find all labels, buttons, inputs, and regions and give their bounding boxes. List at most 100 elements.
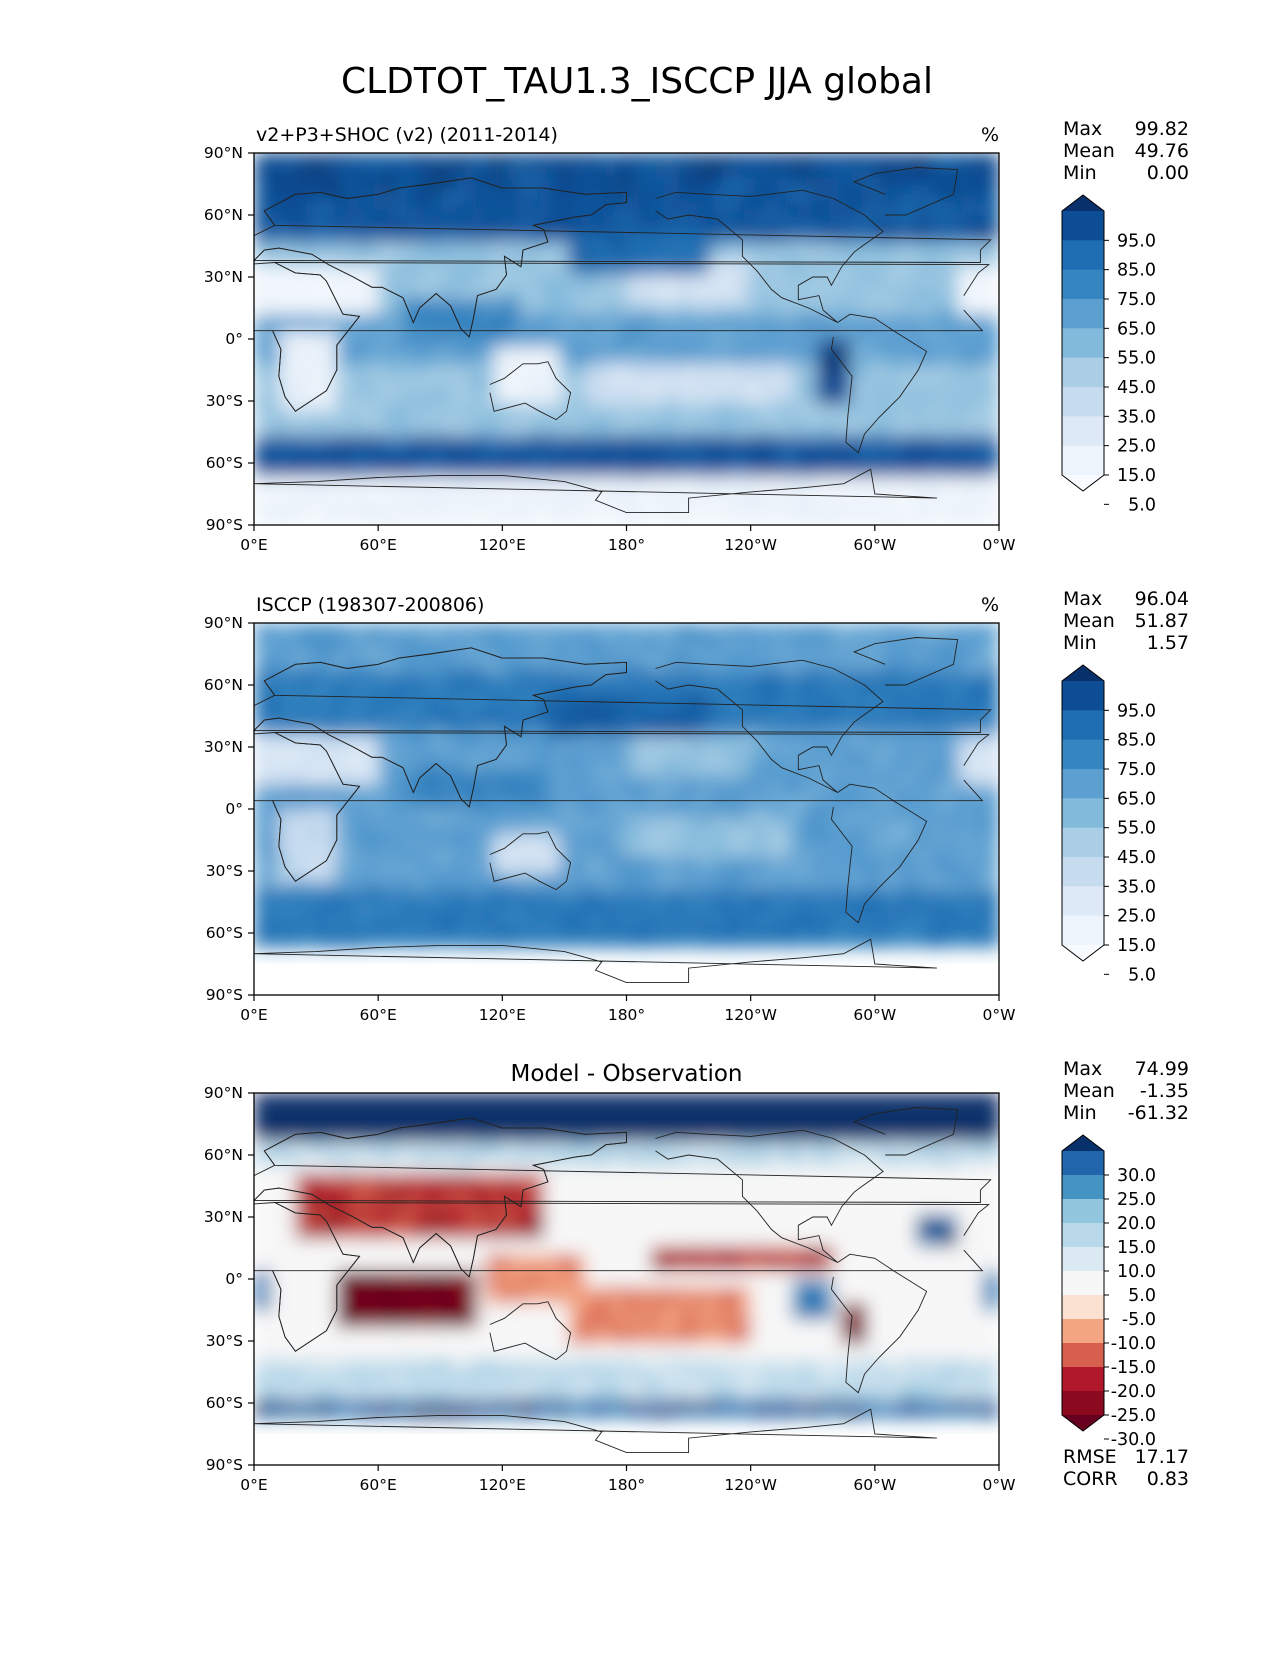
heat-cell [734, 501, 743, 510]
heat-cell [535, 631, 544, 640]
heat-cell [701, 412, 710, 421]
heat-cell [925, 250, 934, 259]
heat-cell [436, 339, 445, 348]
heat-cell [420, 428, 429, 437]
heat-cell [933, 169, 942, 178]
heat-cell [320, 412, 329, 421]
heat-cell [643, 339, 652, 348]
heat-cell [842, 420, 851, 429]
heat-cell [651, 161, 660, 170]
heat-cell [776, 218, 785, 227]
heat-cell [974, 412, 983, 421]
heat-cell [817, 501, 826, 510]
heat-cell [453, 485, 462, 494]
heat-cell [734, 169, 743, 178]
heat-cell [809, 193, 818, 202]
heat-cell [295, 307, 304, 316]
heat-cell [486, 169, 495, 178]
heat-cell [684, 388, 693, 397]
heat-cell [486, 347, 495, 356]
heat-cell [718, 404, 727, 413]
heat-cell [982, 307, 991, 316]
heat-cell [916, 226, 925, 235]
heat-cell [254, 169, 263, 178]
heat-cell [478, 655, 487, 664]
heat-cell [420, 485, 429, 494]
heat-cell [850, 234, 859, 243]
heat-cell [701, 639, 710, 648]
heat-cell [544, 388, 553, 397]
heat-cell [312, 412, 321, 421]
heat-cell [411, 493, 420, 502]
heat-cell [709, 428, 718, 437]
heat-cell [444, 388, 453, 397]
heat-cell [320, 663, 329, 672]
heat-cell [519, 647, 528, 656]
heat-cell [287, 436, 296, 445]
heat-cell [552, 452, 561, 461]
heat-cell [676, 339, 685, 348]
heat-cell [279, 153, 288, 162]
heat-cell [610, 355, 619, 364]
heat-cell [320, 623, 329, 632]
heat-cell [916, 347, 925, 356]
heat-cell [370, 688, 379, 697]
heat-cell [560, 631, 569, 640]
heat-cell [751, 210, 760, 219]
heat-cell [676, 331, 685, 340]
heat-cell [577, 509, 586, 518]
heat-cell [560, 680, 569, 689]
heat-cell [742, 355, 751, 364]
heat-cell [660, 655, 669, 664]
heat-cell [279, 468, 288, 477]
heat-cell [891, 282, 900, 291]
heat-cell [949, 452, 958, 461]
heat-cell [320, 266, 329, 275]
heat-cell [577, 282, 586, 291]
heat-cell [842, 501, 851, 510]
heat-cell [304, 623, 313, 632]
heat-cell [817, 177, 826, 186]
heat-cell [320, 315, 329, 324]
heat-cell [958, 493, 967, 502]
heat-cell [337, 412, 346, 421]
heat-cell [519, 663, 528, 672]
heat-cell [569, 452, 578, 461]
heat-cell [660, 282, 669, 291]
heat-cell [891, 218, 900, 227]
heat-cell [304, 355, 313, 364]
heat-cell [577, 153, 586, 162]
heat-cell [560, 202, 569, 211]
y-tick-label: 90°N [204, 144, 243, 162]
heat-cell [916, 639, 925, 648]
heat-cell [974, 680, 983, 689]
heat-cell [602, 153, 611, 162]
heat-cell [502, 428, 511, 437]
heat-cell [494, 420, 503, 429]
heat-cell [635, 501, 644, 510]
heat-cell [395, 371, 404, 380]
heat-cell [958, 388, 967, 397]
heat-cell [478, 428, 487, 437]
heat-cell [792, 655, 801, 664]
heat-cell [279, 509, 288, 518]
heat-cell [767, 153, 776, 162]
heat-cell [420, 169, 429, 178]
heat-cell [726, 274, 735, 283]
heat-cell [842, 468, 851, 477]
heat-cell [949, 210, 958, 219]
heat-cell [875, 631, 884, 640]
heat-cell [304, 177, 313, 186]
heat-cell [469, 379, 478, 388]
heat-cell [295, 153, 304, 162]
heat-cell [627, 202, 636, 211]
heat-cell [850, 226, 859, 235]
heat-cell [544, 363, 553, 372]
heat-cell [668, 282, 677, 291]
heat-cell [337, 242, 346, 251]
heat-cell [982, 655, 991, 664]
heat-cell [982, 226, 991, 235]
heat-cell [759, 210, 768, 219]
heat-cell [833, 250, 842, 259]
heat-cell [809, 258, 818, 267]
